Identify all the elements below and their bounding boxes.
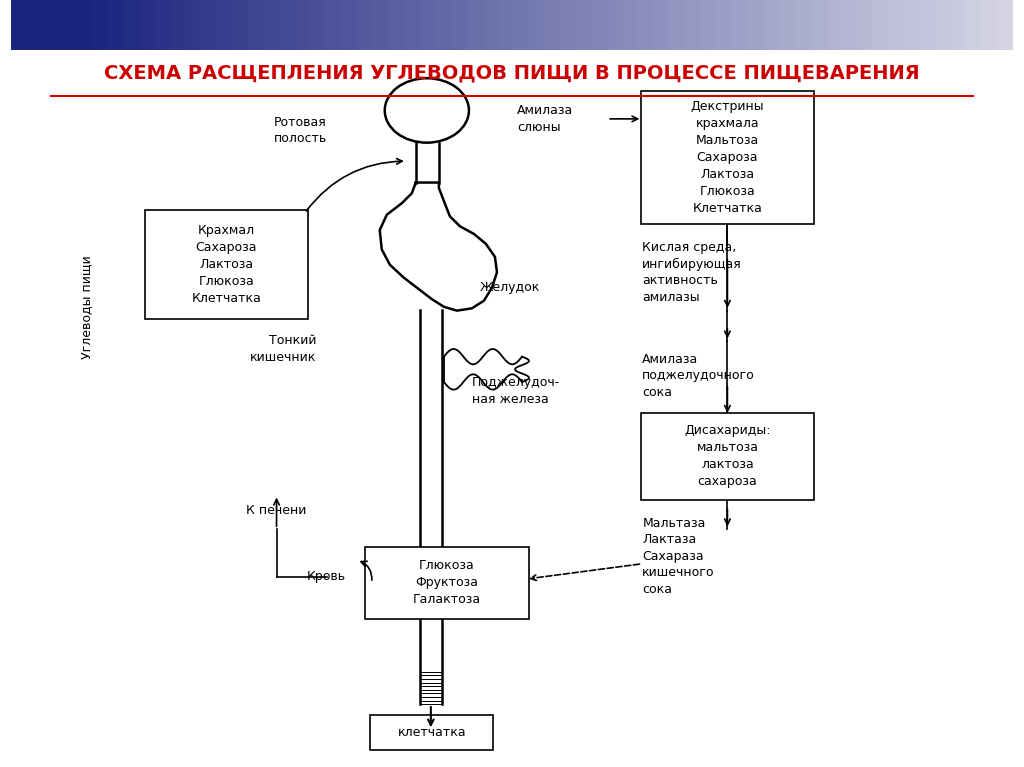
Bar bbox=[451, 0, 469, 50]
Bar bbox=[545, 0, 562, 50]
Bar bbox=[654, 0, 672, 50]
Bar bbox=[342, 0, 359, 50]
Text: Тонкий
кишечник: Тонкий кишечник bbox=[250, 334, 316, 364]
Bar bbox=[435, 0, 453, 50]
Bar bbox=[295, 0, 312, 50]
Text: Углеводы пищи: Углеводы пищи bbox=[80, 255, 92, 359]
FancyBboxPatch shape bbox=[366, 548, 528, 618]
Text: Декстрины
крахмала
Мальтоза
Сахароза
Лактоза
Глюкоза
Клетчатка: Декстрины крахмала Мальтоза Сахароза Лак… bbox=[690, 100, 764, 215]
Bar bbox=[795, 0, 812, 50]
Text: К печени: К печени bbox=[247, 504, 307, 516]
FancyBboxPatch shape bbox=[641, 413, 814, 500]
Bar bbox=[123, 0, 140, 50]
Bar bbox=[857, 0, 874, 50]
Text: Ротовая
полость: Ротовая полость bbox=[273, 116, 327, 145]
Bar bbox=[950, 0, 968, 50]
Bar bbox=[108, 0, 125, 50]
Bar bbox=[232, 0, 250, 50]
Bar bbox=[638, 0, 655, 50]
Bar bbox=[170, 0, 187, 50]
Bar bbox=[904, 0, 922, 50]
Bar bbox=[997, 0, 1015, 50]
Bar bbox=[717, 0, 734, 50]
Bar bbox=[357, 0, 375, 50]
Bar bbox=[888, 0, 905, 50]
Bar bbox=[280, 0, 297, 50]
Bar bbox=[138, 0, 157, 50]
Bar bbox=[810, 0, 827, 50]
Bar bbox=[310, 0, 328, 50]
Bar bbox=[575, 0, 594, 50]
FancyBboxPatch shape bbox=[371, 715, 494, 750]
Text: клетчатка: клетчатка bbox=[397, 726, 466, 739]
Bar bbox=[498, 0, 515, 50]
Bar bbox=[11, 0, 76, 50]
Bar bbox=[92, 0, 110, 50]
Bar bbox=[920, 0, 937, 50]
Bar bbox=[779, 0, 797, 50]
Text: Кровь: Кровь bbox=[307, 571, 346, 583]
Bar bbox=[404, 0, 422, 50]
Bar bbox=[482, 0, 500, 50]
Text: СХЕМА РАСЩЕПЛЕНИЯ УГЛЕВОДОВ ПИЩИ В ПРОЦЕССЕ ПИЩЕВАРЕНИЯ: СХЕМА РАСЩЕПЛЕНИЯ УГЛЕВОДОВ ПИЩИ В ПРОЦЕ… bbox=[104, 64, 920, 82]
FancyBboxPatch shape bbox=[641, 91, 814, 224]
Bar bbox=[185, 0, 203, 50]
Text: Дисахариды:
мальтоза
лактоза
сахароза: Дисахариды: мальтоза лактоза сахароза bbox=[684, 424, 771, 489]
Bar bbox=[685, 0, 702, 50]
Polygon shape bbox=[380, 183, 497, 311]
Bar bbox=[560, 0, 578, 50]
Bar bbox=[420, 310, 442, 704]
Bar bbox=[76, 0, 94, 50]
Text: Мальтаза
Лактаза
Сахараза
кишечного
сока: Мальтаза Лактаза Сахараза кишечного сока bbox=[642, 517, 715, 595]
Bar bbox=[825, 0, 843, 50]
Bar bbox=[982, 0, 999, 50]
Bar bbox=[326, 0, 344, 50]
Circle shape bbox=[385, 78, 469, 143]
Bar bbox=[872, 0, 890, 50]
Text: Крахмал
Сахароза
Лактоза
Глюкоза
Клетчатка: Крахмал Сахароза Лактоза Глюкоза Клетчат… bbox=[191, 224, 261, 305]
Bar bbox=[248, 0, 265, 50]
Bar bbox=[623, 0, 640, 50]
Text: Амилаза
слюны: Амилаза слюны bbox=[517, 104, 573, 133]
Bar bbox=[607, 0, 625, 50]
FancyBboxPatch shape bbox=[144, 209, 308, 319]
Bar bbox=[935, 0, 952, 50]
Bar bbox=[513, 0, 531, 50]
Bar bbox=[420, 0, 437, 50]
Bar bbox=[748, 0, 765, 50]
Bar bbox=[467, 0, 484, 50]
Bar bbox=[592, 0, 609, 50]
Bar bbox=[763, 0, 780, 50]
Bar bbox=[967, 0, 984, 50]
Bar bbox=[217, 0, 234, 50]
Bar bbox=[263, 0, 282, 50]
Text: Желудок: Желудок bbox=[480, 281, 541, 294]
Bar bbox=[732, 0, 750, 50]
Bar bbox=[529, 0, 547, 50]
Bar bbox=[700, 0, 718, 50]
Bar bbox=[670, 0, 687, 50]
Bar bbox=[388, 0, 407, 50]
Bar bbox=[201, 0, 219, 50]
Text: Поджелудоч-
ная железа: Поджелудоч- ная железа bbox=[472, 377, 560, 406]
Bar bbox=[155, 0, 172, 50]
Text: Глюкоза
Фруктоза
Галактоза: Глюкоза Фруктоза Галактоза bbox=[413, 559, 481, 607]
Bar bbox=[373, 0, 390, 50]
Text: Кислая среда,
ингибирующая
активность
амилазы: Кислая среда, ингибирующая активность ам… bbox=[642, 241, 742, 304]
Bar bbox=[842, 0, 859, 50]
Text: Амилаза
поджелудочного
сока: Амилаза поджелудочного сока bbox=[642, 353, 755, 399]
